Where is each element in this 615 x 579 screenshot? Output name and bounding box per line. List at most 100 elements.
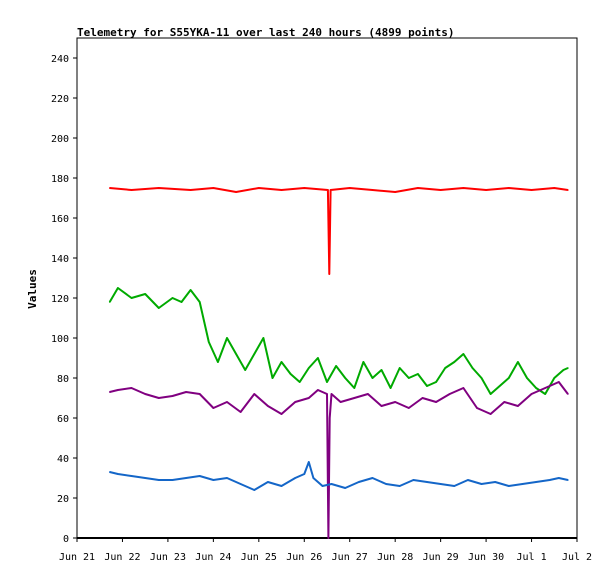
series-1-point <box>362 361 365 363</box>
series-1-point <box>398 367 401 369</box>
series-0-point <box>462 187 465 189</box>
series-2-point <box>327 537 330 539</box>
y-tick-label: 100 <box>51 334 69 345</box>
series-3 <box>108 461 569 491</box>
series-2-point <box>503 401 506 403</box>
series-2-point <box>435 401 437 403</box>
series-2-point <box>171 395 174 397</box>
series-1-point <box>317 357 319 359</box>
series-1-point <box>198 301 201 303</box>
series-3-point <box>467 479 469 481</box>
series-3-point <box>344 487 346 489</box>
series-0-point <box>371 189 374 191</box>
series-line-1 <box>108 287 569 395</box>
x-tick-label: Jun 28 <box>377 552 413 563</box>
series-3-point <box>117 473 119 475</box>
x-tick-label: Jun 27 <box>332 552 368 563</box>
series-2-point <box>517 405 519 407</box>
series-2-point <box>212 407 215 409</box>
series-2-point <box>198 393 201 395</box>
series-3-point <box>558 477 560 479</box>
series-3-point <box>130 475 133 477</box>
series-2-point <box>267 405 269 407</box>
series-3-point <box>480 483 483 485</box>
series-3-point <box>548 479 551 481</box>
series-2-point <box>308 397 310 399</box>
y-tick-label: 40 <box>57 454 69 465</box>
series-0-point <box>235 191 237 193</box>
series-0-point <box>158 187 160 189</box>
series-1-point <box>326 381 328 383</box>
series-1-point <box>158 307 160 309</box>
series-3-point <box>303 473 306 475</box>
series-3-point <box>398 485 401 487</box>
series-3-point <box>158 479 160 481</box>
series-1-point <box>298 381 301 383</box>
series-3-point <box>439 483 442 485</box>
x-tick-label: Jun 23 <box>150 552 186 563</box>
y-tick-label: 0 <box>63 534 69 545</box>
series-1-point <box>208 341 210 343</box>
series-1-point <box>498 385 501 387</box>
series-2-point <box>489 413 492 415</box>
series-3-point <box>226 477 228 479</box>
series-2-point <box>326 393 328 395</box>
series-2-point <box>394 401 396 403</box>
series-0-point <box>329 189 332 191</box>
series-1-point <box>371 377 374 379</box>
series-1-point <box>189 289 192 291</box>
series-2-point <box>317 389 319 391</box>
series-1-point <box>353 387 356 389</box>
series-1-point <box>535 387 537 389</box>
y-tick-label: 220 <box>51 94 69 105</box>
series-2-point <box>239 411 242 413</box>
series-0-point <box>348 187 351 189</box>
x-tick-label: Jun 22 <box>104 552 140 563</box>
series-2-point <box>421 397 424 399</box>
x-tick-label: Jun 29 <box>423 552 459 563</box>
series-2-point <box>408 407 410 409</box>
series-line-2 <box>109 381 569 539</box>
series-0-point <box>212 187 215 189</box>
series-1-point <box>117 287 119 289</box>
series-1-point <box>526 377 528 379</box>
series-1-point <box>226 337 228 339</box>
series-3-point <box>185 477 187 479</box>
series-1-point <box>453 361 456 363</box>
series-3-point <box>412 479 415 481</box>
series-2-point <box>108 391 111 393</box>
series-1-point <box>289 373 292 375</box>
series-2-point <box>567 393 569 395</box>
series-3-point <box>212 479 215 481</box>
series-3-point <box>280 485 283 487</box>
series-2-point <box>380 405 383 407</box>
series-3-point <box>567 479 569 481</box>
series-3-point <box>312 477 315 479</box>
series-1-point <box>271 377 274 379</box>
series-0-point <box>439 189 442 191</box>
x-tick-label: Jun 26 <box>286 552 322 563</box>
series-3-point <box>521 483 524 485</box>
series-1-point <box>426 385 428 387</box>
series-layer <box>108 187 569 539</box>
series-1-point <box>244 369 246 371</box>
series-1-point <box>562 369 565 371</box>
series-1-point <box>130 297 133 299</box>
series-3-point <box>535 481 537 483</box>
series-2-point <box>130 387 133 389</box>
series-2-point <box>144 393 146 395</box>
y-tick-label: 140 <box>51 254 69 265</box>
series-0 <box>108 187 569 275</box>
series-3-point <box>358 481 360 483</box>
series-3-point <box>267 481 269 483</box>
series-3-point <box>198 475 201 477</box>
y-tick-label: 120 <box>51 294 69 305</box>
series-2-point <box>462 387 465 389</box>
series-0-point <box>508 187 510 189</box>
series-0-point <box>417 187 419 189</box>
series-0-point <box>394 191 396 193</box>
series-3-point <box>508 485 510 487</box>
x-tick-label: Jul 2 <box>562 552 592 563</box>
series-3-point <box>330 483 333 485</box>
series-1-point <box>217 361 219 363</box>
